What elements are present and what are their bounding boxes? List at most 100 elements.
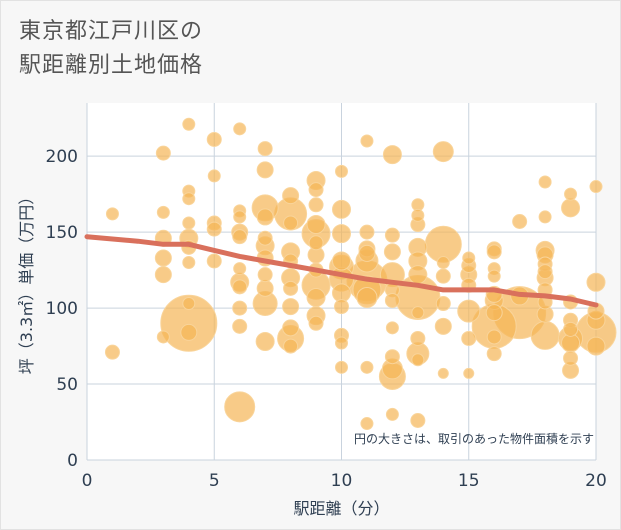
data-point bbox=[206, 253, 222, 269]
data-point bbox=[308, 197, 324, 213]
data-point bbox=[233, 122, 247, 136]
data-point bbox=[335, 360, 348, 374]
data-point bbox=[359, 224, 375, 240]
x-tick-label: 20 bbox=[585, 471, 607, 491]
data-point bbox=[437, 367, 449, 379]
data-point bbox=[232, 279, 248, 295]
data-point bbox=[411, 353, 425, 367]
bubble-series bbox=[104, 117, 617, 431]
data-point bbox=[537, 264, 553, 280]
data-point bbox=[308, 235, 324, 251]
data-point bbox=[435, 296, 451, 312]
data-point bbox=[382, 145, 402, 165]
data-point bbox=[282, 319, 300, 337]
data-point bbox=[436, 256, 450, 270]
data-point bbox=[561, 198, 581, 218]
data-point bbox=[207, 169, 221, 183]
data-point bbox=[232, 318, 248, 334]
y-axis-label: 坪（3.3㎡）単価（万円） bbox=[17, 189, 36, 374]
data-point bbox=[233, 262, 247, 276]
data-point bbox=[283, 215, 299, 231]
data-point bbox=[306, 215, 326, 235]
data-point bbox=[182, 297, 196, 311]
data-point bbox=[530, 320, 560, 350]
data-point bbox=[105, 207, 119, 221]
chart-title: 東京都江戸川区の 駅距離別土地価格 bbox=[19, 15, 203, 83]
data-point bbox=[160, 294, 218, 352]
data-point bbox=[156, 330, 170, 344]
data-point bbox=[356, 286, 378, 308]
chart-title-line-1: 東京都江戸川区の bbox=[19, 19, 204, 44]
data-point bbox=[155, 145, 171, 161]
data-point bbox=[435, 268, 451, 284]
data-point bbox=[358, 244, 376, 262]
data-point bbox=[182, 117, 196, 131]
y-tick-label: 0 bbox=[67, 451, 78, 471]
data-point bbox=[257, 230, 273, 246]
data-point bbox=[360, 134, 374, 148]
data-point bbox=[182, 256, 196, 270]
data-point bbox=[233, 210, 247, 224]
data-point bbox=[282, 298, 300, 316]
data-point bbox=[256, 161, 274, 179]
data-point bbox=[182, 216, 196, 230]
data-point bbox=[486, 329, 502, 345]
data-point bbox=[384, 349, 400, 365]
data-point bbox=[538, 175, 552, 189]
data-point bbox=[563, 321, 579, 337]
data-point bbox=[154, 249, 172, 267]
data-point bbox=[589, 180, 603, 194]
data-point bbox=[156, 205, 170, 219]
y-tick-label: 100 bbox=[46, 299, 78, 319]
data-point bbox=[410, 413, 426, 429]
data-point bbox=[283, 280, 299, 296]
x-axis-label: 駅距離（分） bbox=[293, 499, 389, 518]
data-point bbox=[306, 287, 326, 307]
data-point bbox=[384, 292, 400, 308]
data-point bbox=[411, 208, 425, 222]
data-point bbox=[486, 346, 502, 362]
data-point bbox=[457, 299, 481, 323]
data-point bbox=[308, 315, 324, 331]
data-point bbox=[224, 391, 256, 423]
data-point bbox=[206, 131, 222, 147]
data-point bbox=[512, 213, 528, 229]
data-point bbox=[586, 336, 606, 356]
data-point bbox=[255, 332, 275, 352]
data-point bbox=[154, 266, 172, 284]
data-point bbox=[586, 272, 606, 292]
data-point bbox=[256, 279, 274, 297]
data-point bbox=[332, 251, 351, 271]
x-tick-label: 15 bbox=[458, 471, 480, 491]
data-point bbox=[332, 199, 351, 219]
data-point bbox=[487, 269, 501, 283]
x-tick-label: 5 bbox=[209, 471, 220, 491]
data-point bbox=[538, 210, 552, 224]
data-point bbox=[462, 251, 476, 265]
chart-title-line-2: 駅距離別土地価格 bbox=[19, 53, 204, 78]
data-point bbox=[360, 417, 374, 431]
y-tick-label: 150 bbox=[46, 223, 78, 243]
data-point bbox=[486, 244, 502, 260]
data-point bbox=[408, 265, 428, 285]
x-tick-label: 0 bbox=[82, 471, 93, 491]
data-point bbox=[434, 317, 452, 335]
data-point bbox=[384, 227, 400, 243]
data-point bbox=[360, 360, 374, 374]
data-point bbox=[257, 267, 273, 283]
data-point bbox=[335, 164, 348, 178]
data-point bbox=[332, 224, 351, 244]
data-point bbox=[334, 299, 349, 315]
data-point bbox=[383, 243, 401, 261]
x-tick-label: 10 bbox=[331, 471, 353, 491]
data-point bbox=[385, 321, 399, 335]
data-point bbox=[485, 304, 503, 322]
data-point bbox=[563, 350, 579, 366]
trend-line bbox=[84, 234, 599, 308]
data-point bbox=[461, 330, 477, 346]
data-point bbox=[385, 407, 399, 421]
data-point bbox=[232, 300, 248, 316]
data-point bbox=[335, 336, 348, 350]
